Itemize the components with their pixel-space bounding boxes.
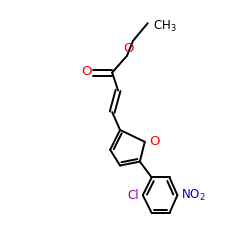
- Text: O: O: [150, 135, 160, 148]
- Text: Cl: Cl: [127, 189, 139, 202]
- Text: CH$_3$: CH$_3$: [153, 19, 176, 34]
- Text: O: O: [124, 42, 134, 55]
- Text: O: O: [81, 65, 92, 78]
- Text: NO$_2$: NO$_2$: [181, 188, 206, 203]
